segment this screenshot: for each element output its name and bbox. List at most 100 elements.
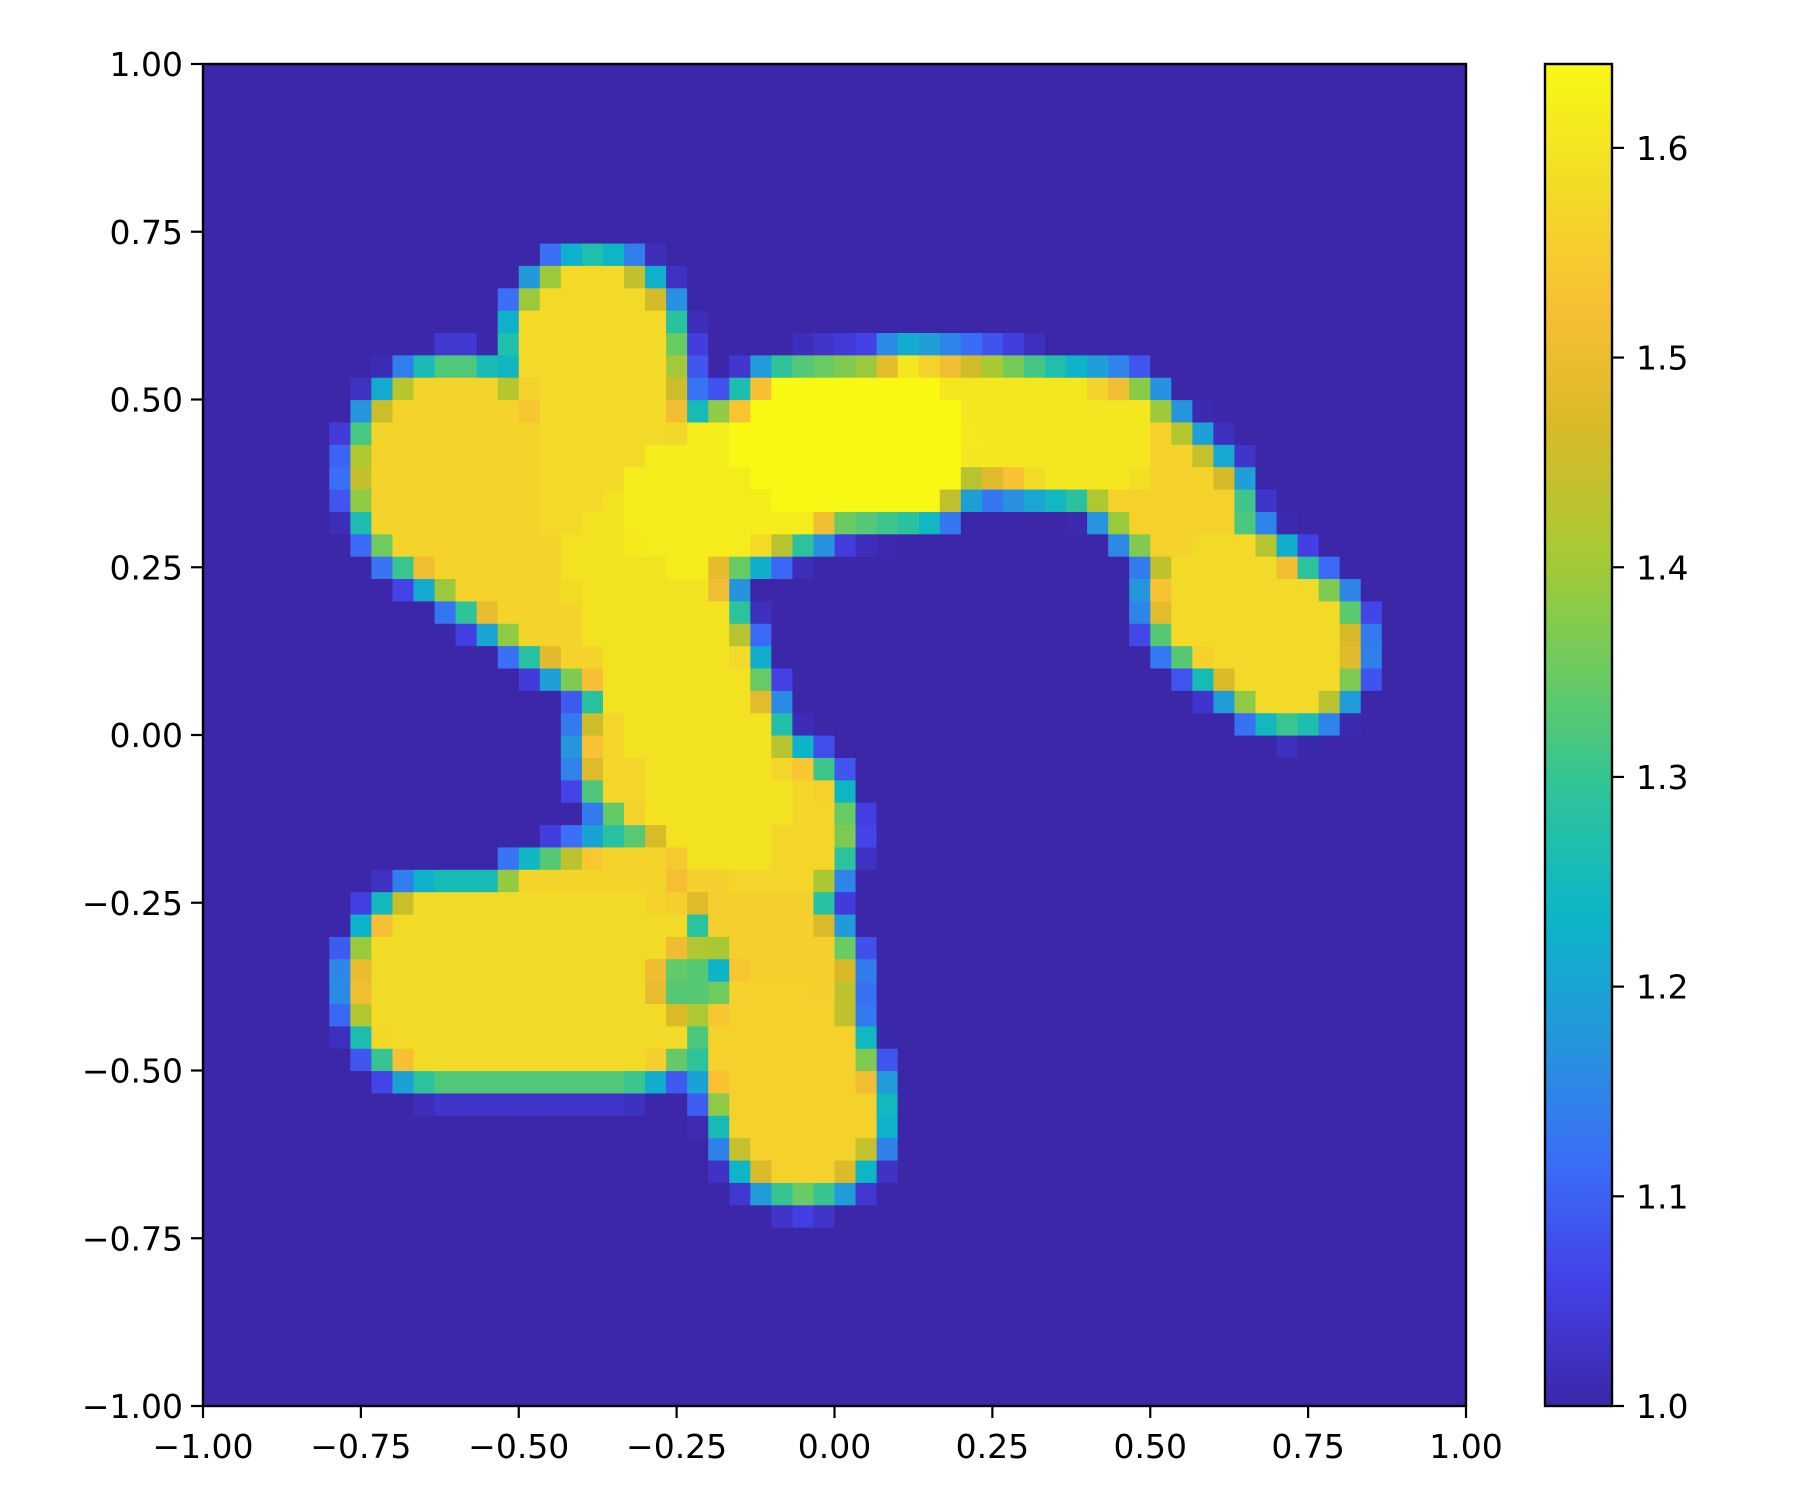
heatmap-cell <box>518 1316 541 1340</box>
heatmap-cell <box>434 1361 457 1385</box>
heatmap-cell <box>1171 466 1193 490</box>
heatmap-cell <box>1108 533 1130 557</box>
heatmap-cell <box>750 399 772 423</box>
heatmap-cell <box>687 667 709 691</box>
heatmap-cell <box>581 623 604 647</box>
heatmap-cell <box>350 802 372 826</box>
heatmap-cell <box>1150 421 1172 445</box>
heatmap-cell <box>855 600 878 624</box>
heatmap-cell <box>918 1092 941 1116</box>
heatmap-cell <box>1023 265 1046 289</box>
heatmap-cell <box>1023 1227 1046 1251</box>
heatmap-cell <box>666 623 688 647</box>
heatmap-cell <box>287 1316 309 1340</box>
heatmap-cell <box>413 757 436 781</box>
heatmap-cell <box>1150 958 1172 982</box>
heatmap-cell <box>434 1182 457 1206</box>
heatmap-cell <box>1023 958 1046 982</box>
heatmap-cell <box>602 757 625 781</box>
heatmap-cell <box>497 1271 520 1295</box>
heatmap-cell <box>245 712 267 736</box>
heatmap-cell <box>1171 1249 1193 1273</box>
heatmap-cell <box>1444 891 1467 915</box>
heatmap-cell <box>581 1025 604 1049</box>
heatmap-cell <box>392 153 415 177</box>
heatmap-cell <box>939 690 962 714</box>
heatmap-cell <box>1276 802 1299 826</box>
heatmap-cell <box>1276 332 1299 356</box>
heatmap-cell <box>455 1294 478 1318</box>
heatmap-cell <box>1023 399 1046 423</box>
heatmap-cell <box>1360 1294 1383 1318</box>
heatmap-cell <box>1255 1361 1278 1385</box>
heatmap-cell <box>308 936 330 960</box>
heatmap-cell <box>518 936 541 960</box>
heatmap-cell <box>350 377 372 401</box>
heatmap-cell <box>897 802 920 826</box>
heatmap-cell <box>981 556 1004 580</box>
heatmap-cell <box>455 1137 478 1161</box>
heatmap-cell <box>1234 377 1257 401</box>
heatmap-cell <box>666 1070 688 1094</box>
heatmap-cell <box>1108 175 1130 199</box>
heatmap-cell <box>266 444 288 468</box>
heatmap-cell <box>624 399 646 423</box>
heatmap-cell <box>266 757 288 781</box>
heatmap-cell <box>392 735 415 758</box>
heatmap-cell <box>287 332 309 356</box>
heatmap-cell <box>581 1227 604 1251</box>
heatmap-cell <box>1023 600 1046 624</box>
heatmap-cell <box>497 86 520 110</box>
heatmap-cell <box>1108 735 1130 758</box>
heatmap-cell <box>413 802 436 826</box>
heatmap-cell <box>1318 600 1341 624</box>
heatmap-cell <box>224 153 246 177</box>
heatmap-cell <box>203 667 225 691</box>
heatmap-cell <box>960 242 983 266</box>
heatmap-cell <box>308 466 330 490</box>
heatmap-cell <box>960 958 983 982</box>
heatmap-cell <box>1045 310 1067 333</box>
heatmap-cell <box>1045 198 1067 222</box>
heatmap-cell <box>897 578 920 602</box>
heatmap-cell <box>1150 824 1172 848</box>
heatmap-cell <box>497 1383 520 1407</box>
heatmap-cell <box>687 757 709 781</box>
heatmap-cell <box>939 444 962 468</box>
heatmap-cell <box>771 1092 793 1116</box>
heatmap-cell <box>434 1204 457 1228</box>
heatmap-cell <box>1444 846 1467 870</box>
heatmap-cell <box>1023 1048 1046 1072</box>
heatmap-cell <box>266 735 288 758</box>
heatmap-cell <box>1045 1115 1067 1139</box>
heatmap-cell <box>1402 556 1425 580</box>
heatmap-cell <box>1150 936 1172 960</box>
heatmap-cell <box>981 600 1004 624</box>
heatmap-cell <box>729 108 751 132</box>
heatmap-cell <box>792 824 815 848</box>
heatmap-cell <box>1192 1271 1214 1295</box>
heatmap-cell <box>1402 623 1425 647</box>
heatmap-cell <box>1402 1182 1425 1206</box>
heatmap-cell <box>645 802 667 826</box>
heatmap-cell <box>371 310 394 333</box>
heatmap-cell <box>729 735 751 758</box>
heatmap-cell <box>539 600 562 624</box>
heatmap-cell <box>792 1003 815 1027</box>
heatmap-cell <box>729 1271 751 1295</box>
heatmap-cell <box>897 958 920 982</box>
heatmap-cell <box>1318 377 1341 401</box>
heatmap-cell <box>960 645 983 669</box>
heatmap-cell <box>939 981 962 1004</box>
heatmap-cell <box>1423 802 1446 826</box>
heatmap-cell <box>371 1316 394 1340</box>
heatmap-cell <box>308 578 330 602</box>
heatmap-cell <box>1108 846 1130 870</box>
heatmap-cell <box>476 1092 499 1116</box>
heatmap-cell <box>350 1294 372 1318</box>
heatmap-cell <box>1255 242 1278 266</box>
heatmap-cell <box>666 757 688 781</box>
heatmap-cell <box>1423 981 1446 1004</box>
heatmap-cell <box>1066 556 1088 580</box>
heatmap-cell <box>455 1271 478 1295</box>
